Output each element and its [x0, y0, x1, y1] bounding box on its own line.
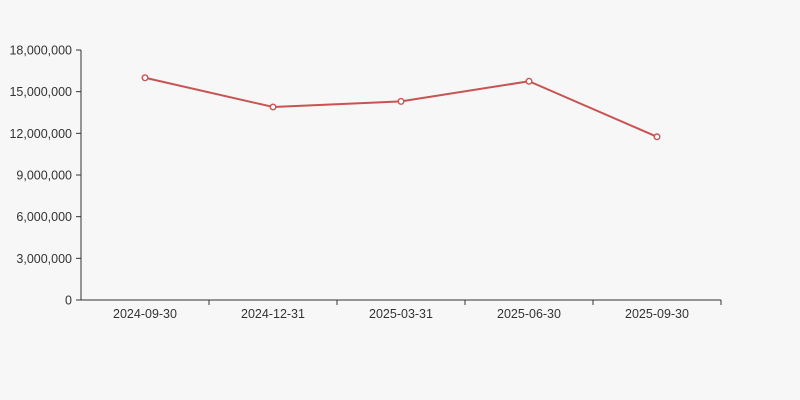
x-axis-label: 2025-06-30 — [497, 307, 561, 321]
data-point-marker[interactable] — [653, 133, 661, 141]
data-point-marker[interactable] — [525, 77, 533, 85]
y-axis-label: 3,000,000 — [16, 252, 72, 266]
x-axis-label: 2025-09-30 — [625, 307, 689, 321]
series-line — [144, 76, 658, 138]
y-axis-label: 18,000,000 — [9, 44, 72, 58]
data-point-marker[interactable] — [269, 103, 277, 111]
y-axis-label: 15,000,000 — [9, 85, 72, 99]
x-axis-label: 2024-12-31 — [241, 307, 305, 321]
y-axis-label: 0 — [65, 294, 72, 308]
y-axis-label: 9,000,000 — [16, 169, 72, 183]
data-point-marker[interactable] — [397, 97, 405, 105]
x-axis-label: 2025-03-31 — [369, 307, 433, 321]
data-point-marker[interactable] — [141, 74, 149, 82]
y-axis-label: 12,000,000 — [9, 127, 72, 141]
x-axis-label: 2024-09-30 — [113, 307, 177, 321]
y-axis-label: 6,000,000 — [16, 210, 72, 224]
